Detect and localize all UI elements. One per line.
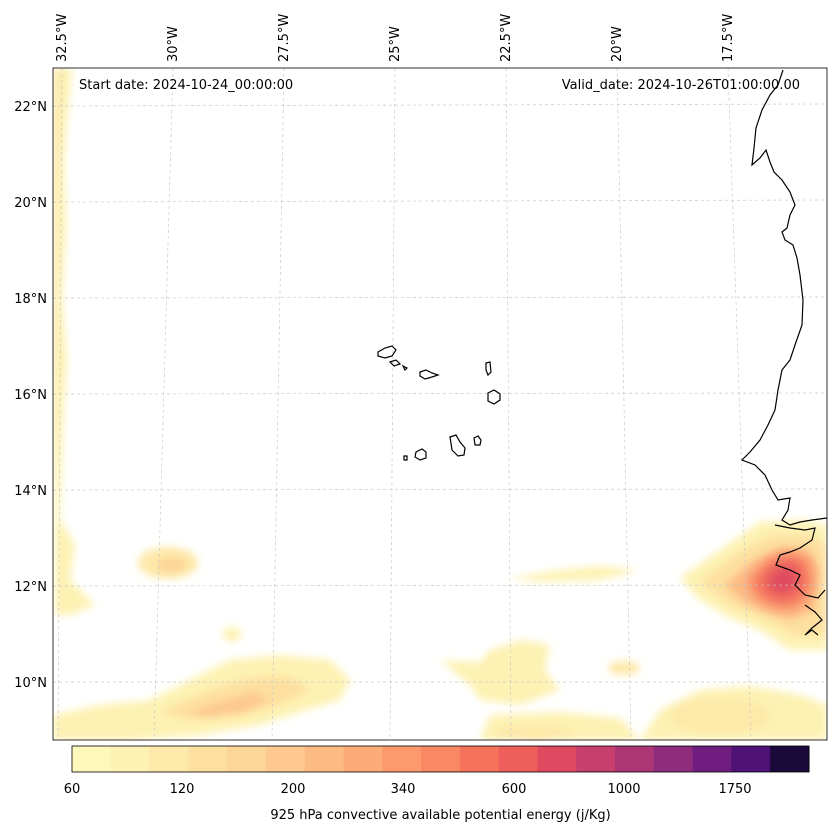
lon-label: 22.5°W <box>499 14 514 62</box>
colorbar-swatch <box>304 746 345 772</box>
colorbar-swatch <box>421 746 461 772</box>
colorbar-title: 925 hPa convective available potential e… <box>270 808 611 823</box>
colorbar-swatch <box>265 746 306 772</box>
lon-label: 27.5°W <box>277 14 292 62</box>
colorbar-tick-label: 340 <box>391 782 416 797</box>
map-plot-area <box>53 68 827 740</box>
lat-label: 12°N <box>14 580 47 595</box>
colorbar <box>72 746 810 772</box>
colorbar-tick-label: 600 <box>502 782 527 797</box>
map-frame <box>52 67 828 741</box>
lat-label: 20°N <box>14 196 47 211</box>
colorbar-tick-label: 1750 <box>718 782 751 797</box>
colorbar-swatch <box>343 746 383 772</box>
lon-label: 32.5°W <box>55 14 70 62</box>
colorbar-swatch <box>149 746 189 772</box>
coastline <box>377 69 827 636</box>
colorbar-tick-label: 120 <box>170 782 195 797</box>
colorbar-swatch <box>692 746 732 772</box>
start-date-label: Start date: 2024-10-24_00:00:00 <box>79 78 294 93</box>
colorbar-swatch <box>731 746 771 772</box>
colorbar-tick-label: 60 <box>64 782 81 797</box>
longitude-labels: 32.5°W 30°W 27.5°W 25°W 22.5°W 20°W 17.5… <box>55 14 736 62</box>
lat-label: 22°N <box>14 100 47 115</box>
lon-label: 30°W <box>166 26 181 62</box>
latitude-labels: 22°N 20°N 18°N 16°N 14°N 12°N 10°N <box>14 100 47 691</box>
valid-date-label: Valid_date: 2024-10-26T01:00:00.00 <box>561 78 800 93</box>
colorbar-swatch <box>110 746 151 772</box>
colorbar-swatch <box>537 746 577 772</box>
colorbar-swatch <box>498 746 538 772</box>
colorbar-swatch <box>576 746 616 772</box>
colorbar-swatch <box>72 746 112 772</box>
lon-label: 25°W <box>388 26 403 62</box>
colorbar-swatch <box>653 746 694 772</box>
colorbar-swatch <box>615 746 655 772</box>
lon-label: 20°W <box>610 26 625 62</box>
graticule <box>53 68 827 740</box>
colorbar-swatch <box>382 746 422 772</box>
lat-label: 16°N <box>14 388 47 403</box>
lon-label: 17.5°W <box>721 14 736 62</box>
lat-label: 10°N <box>14 676 47 691</box>
colorbar-frame <box>71 745 810 773</box>
lat-label: 14°N <box>14 484 47 499</box>
lat-label: 18°N <box>14 292 47 307</box>
colorbar-swatch <box>459 746 500 772</box>
colorbar-swatch <box>227 746 267 772</box>
colorbar-swatch <box>188 746 228 772</box>
colorbar-tick-label: 200 <box>281 782 306 797</box>
colorbar-swatch <box>770 746 810 772</box>
colorbar-ticks: 60 120 200 340 600 1000 1750 <box>64 782 752 797</box>
colorbar-tick-label: 1000 <box>607 782 640 797</box>
